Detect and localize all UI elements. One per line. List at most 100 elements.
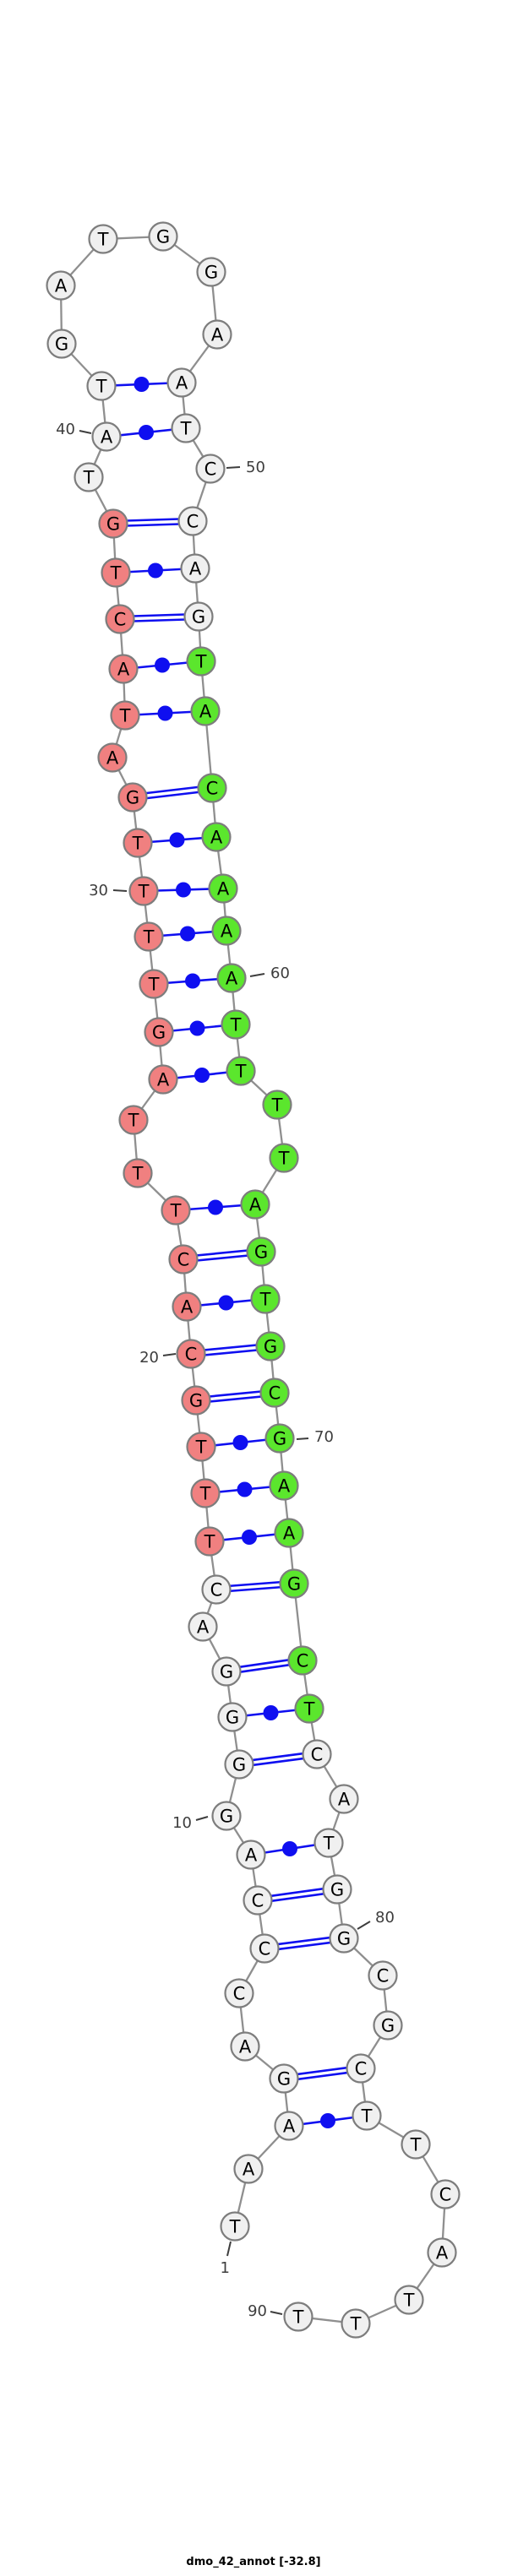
nucleotide-circle — [221, 1009, 251, 1040]
nucleotide-letter: C — [252, 1891, 264, 1911]
nucleotide: A — [46, 270, 76, 301]
nucleotide: C — [243, 1885, 273, 1916]
nucleotide-letter: C — [187, 512, 199, 532]
nucleotide-circle — [128, 876, 159, 906]
nucleotide-circle — [341, 2308, 371, 2339]
nucleotide-circle — [190, 1478, 221, 1508]
nucleotide-letter: A — [189, 559, 202, 579]
nucleotide-circle — [117, 782, 148, 812]
bond-dot — [155, 657, 170, 673]
nucleotide-letter: A — [226, 969, 238, 989]
nucleotide: A — [233, 2154, 264, 2184]
position-label: 10 — [172, 1814, 192, 1832]
nucleotide: T — [194, 1526, 225, 1557]
nucleotide-circle — [373, 2010, 403, 2041]
bond-dot — [139, 425, 154, 440]
nucleotide: A — [269, 1470, 299, 1501]
nucleotide-letter: T — [323, 1834, 335, 1854]
nucleotide-letter: A — [249, 1195, 262, 1215]
nucleotide-letter: T — [292, 2307, 304, 2328]
nucleotide: C — [176, 1339, 206, 1369]
nucleotide: T — [123, 1158, 153, 1188]
nucleotide: T — [86, 371, 117, 401]
nucleotide: T — [161, 1195, 191, 1226]
nucleotide-circle — [180, 553, 210, 584]
nucleotide-circle — [322, 1874, 352, 1905]
nucleotide: T — [186, 646, 216, 677]
nucleotide-letter: G — [381, 2016, 395, 2036]
nucleotide: A — [329, 1784, 359, 1814]
nucleotide-circle — [168, 1244, 199, 1274]
nucleotide: G — [98, 508, 128, 539]
nucleotide-letter: G — [337, 1929, 351, 1949]
nucleotide: A — [208, 873, 238, 904]
nucleotide-circle — [287, 1645, 318, 1676]
nucleotide-letter: C — [210, 1580, 223, 1600]
nucleotide-letter: T — [195, 652, 207, 672]
nucleotide-circle — [186, 646, 216, 677]
nucleotide-circle — [394, 2285, 424, 2315]
nucleotide-letter: G — [254, 1242, 268, 1263]
position-tick — [226, 2241, 232, 2257]
nucleotide: T — [171, 413, 201, 443]
nucleotide-letter: A — [210, 828, 223, 848]
nucleotide-circle — [224, 1978, 254, 2008]
nucleotide-letter: T — [132, 1164, 144, 1184]
position-label: 1 — [221, 2259, 230, 2277]
nucleotide-circle — [240, 1189, 270, 1220]
nucleotide-letter: T — [95, 377, 107, 397]
nucleotide-circle — [108, 654, 139, 684]
nucleotide: T — [250, 1284, 281, 1314]
nucleotide-letter: A — [117, 660, 130, 680]
nucleotide: G — [196, 257, 226, 287]
nucleotide-letter: G — [204, 263, 218, 283]
position-tick — [296, 1437, 309, 1440]
nucleotide: T — [186, 1432, 216, 1462]
nucleotide-letter: C — [355, 2059, 368, 2079]
nucleotide-letter: A — [338, 1790, 351, 1810]
nucleotide-circle — [196, 257, 226, 287]
nucleotide-letter: G — [287, 1574, 301, 1595]
nucleotide-circle — [177, 506, 208, 536]
nucleotide-letter: A — [157, 1070, 170, 1090]
nucleotide: T — [88, 224, 118, 254]
nucleotide-letter: G — [55, 334, 68, 355]
nucleotide: C — [368, 1960, 398, 1991]
nucleotide-circle — [181, 1385, 211, 1416]
nucleotide: C — [249, 1933, 280, 1964]
nucleotide-letter: G — [192, 607, 205, 628]
nucleotide-letter: G — [152, 1023, 166, 1043]
nucleotide-circle — [283, 2302, 313, 2332]
nucleotide-letter: A — [239, 2037, 252, 2057]
nucleotide: C — [177, 506, 208, 536]
nucleotide: C — [105, 604, 135, 634]
nucleotide-letter: A — [436, 2243, 449, 2264]
nucleotide-circle — [123, 1158, 153, 1188]
nucleotide: A — [240, 1189, 270, 1220]
nucleotide-circle — [148, 221, 178, 252]
bond-dot — [194, 1068, 210, 1083]
nucleotide: A — [201, 822, 232, 852]
nucleotide-circle — [346, 2053, 376, 2084]
nucleotide: C — [201, 1574, 232, 1605]
nucleotide-circle — [197, 773, 227, 803]
nucleotide-letter: T — [403, 2291, 415, 2311]
bond-dot — [208, 1199, 223, 1215]
nucleotide-letter: T — [235, 1062, 247, 1082]
nucleotide-letter: C — [269, 1383, 281, 1404]
nucleotide-letter: A — [278, 1476, 291, 1497]
nucleotide: C — [346, 2053, 376, 2084]
nucleotide-letter: A — [176, 373, 188, 394]
nucleotide-letter: T — [138, 882, 150, 902]
nucleotide-circle — [216, 963, 247, 993]
nucleotide: T — [294, 1693, 324, 1724]
nucleotide-letter: G — [226, 1708, 239, 1728]
nucleotide-circle — [110, 700, 140, 731]
nucleotide-circle — [194, 1526, 225, 1557]
nucleotide-letter: T — [143, 927, 155, 948]
nucleotide: T — [313, 1828, 344, 1858]
nucleotide-circle — [123, 828, 153, 858]
nucleotide: C — [168, 1244, 199, 1274]
bond-dot — [282, 1841, 297, 1856]
